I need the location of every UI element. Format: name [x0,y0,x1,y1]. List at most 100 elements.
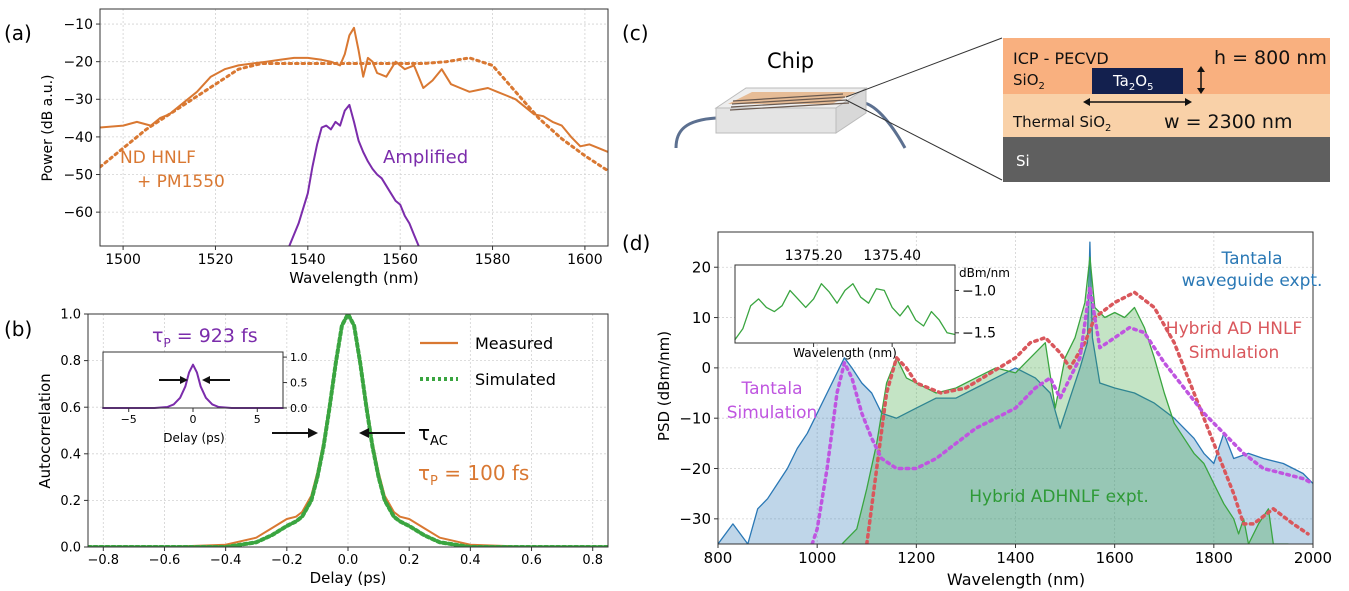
panel-a-grid [100,9,608,246]
tau-p-main-value: = 100 fs [438,461,529,485]
y-tick-label-1: 0.5 [290,376,308,389]
panel-a-nd-label-1: ND HNLF [120,148,196,168]
thermal-sio2-layer [1003,94,1330,137]
x-tick-label-3: 1400 [996,549,1034,567]
y-tick-label-0: 0.0 [60,541,81,556]
o-sub-5: 5 [1147,82,1153,93]
x-tick-label-1: 1375.40 [863,248,921,264]
y-tick-label-4: 10 [692,309,711,327]
y-tick-label-2: 0.4 [60,447,81,462]
height-label: h = 800 nm [1214,47,1327,69]
panel-c-label: (c) [622,21,649,45]
x-tick-label-2: 5 [254,413,261,426]
height-arrow-top [1197,66,1205,72]
tau-ac-label: τAC [418,421,448,449]
width-arrow-right [1185,98,1192,106]
x-tick-label-1: 0 [190,413,197,426]
sio2-label: SiO2 [1013,71,1045,92]
zoom-line-bottom [845,99,1003,181]
y-tick-label-0: −60 [63,205,93,221]
x-tick-label-5: 0.2 [399,553,420,568]
icp-pecvd-label: ICP - PECVD [1013,49,1109,68]
panel-b-inset-ticks: −5 0 5 0.0 0.5 1.0 [121,351,308,426]
tantala-sim-label-2: Simulation [727,403,818,423]
y-tick-label-1: −50 [63,167,93,183]
width-arrow-left [1083,98,1090,106]
chip-side-face [835,87,867,134]
inset-right-arrow-head [202,376,210,384]
chip-waveguide-1 [732,93,844,102]
x-tick-label-6: 0.4 [460,553,481,568]
x-tick-label-2: −0.4 [210,553,242,568]
panel-b: (b) −0.8 −0.6 −0.4 −0.2 0.0 0.2 0.4 0.6 0.8 0.0 0.… [4,308,609,587]
panel-d-inset-series [734,283,956,341]
x-tick-label-7: 0.6 [521,553,542,568]
tau-ac-sub: AC [430,434,448,449]
y-tick-label-3: −30 [63,92,93,108]
panel-c: (c) Chip ICP - PECVD SiO2 Ta2O5 h = 80 [622,21,1330,182]
right-arrow-head [359,428,369,438]
tau-p-inset-symbol: τ [152,325,163,347]
panel-d-inset-xlabel: Wavelength (nm) [793,346,897,360]
y-tick-label-4: 0.8 [60,354,81,369]
x-tick-label-4: 1600 [1096,549,1134,567]
panel-a-label: (a) [4,21,32,45]
height-arrow-bottom [1197,88,1205,94]
si-substrate-layer [1003,137,1330,182]
tau-p-main-sub: P [430,474,438,489]
panel-a-frame [99,8,609,247]
y-tick-label-2: −10 [679,409,711,427]
y-tick-label-0: −1.0 [962,283,996,299]
si-label: Si [1016,152,1030,170]
series-tantala-waveguide-expt [718,241,1313,544]
ta2o5-core [1092,68,1183,94]
x-tick-label-4: 1580 [475,252,511,268]
series-measured [88,314,608,547]
ta-text: Ta [1112,72,1129,90]
chip-label: Chip [767,49,814,73]
x-tick-label-6: 2000 [1294,549,1332,567]
zoom-line-top [845,37,1003,98]
tantala-sim-label-1: Tantala [741,379,803,399]
tau-ac-symbol: τ [418,421,430,445]
output-fiber [864,101,907,149]
sio2-text: SiO [1013,71,1039,89]
panel-b-inset-bg [103,352,283,408]
hybrid-expt-label: Hybrid ADHNLF expt. [969,487,1149,507]
legend-measured-label: Measured [475,334,553,353]
panel-b-ticks: −0.8 −0.6 −0.4 −0.2 0.0 0.2 0.4 0.6 0.8 0.0 0.2 0.4… [60,308,603,568]
area-tantala-waveguide-expt [718,242,1313,544]
panel-a-amplified-label: Amplified [383,147,468,168]
chip-waveguide-4 [729,102,850,111]
input-fiber [674,116,717,149]
y-tick-label-1: 0.2 [60,494,81,509]
y-tick-label-1: −1.5 [962,326,996,342]
hybrid-sim-label-2: Simulation [1189,343,1280,363]
tantala-expt-label-1: Tantala [1221,249,1283,269]
inset-left-arrow-head [180,376,188,384]
series-nd-hnlf-fit [100,56,608,173]
x-tick-label-3: 1560 [382,252,418,268]
tau-p-inset-value: = 923 fs [171,325,258,347]
x-tick-label-2: 1540 [290,252,326,268]
x-tick-label-5: 1800 [1195,549,1233,567]
x-tick-label-8: 0.8 [582,553,603,568]
panel-d-inset-frame [734,264,956,344]
thermal-sio2-label: Thermal SiO2 [1012,113,1111,134]
chip-waveguide-2 [731,96,846,105]
panel-b-inset: −5 0 5 0.0 0.5 1.0 Delay (ps) τP = 923 fs [102,325,308,445]
tantala-expt-label-2: waveguide expt. [1182,271,1323,291]
x-tick-label-2: 1200 [897,549,935,567]
chip-waveguide-3 [730,99,848,108]
y-tick-label-0: 0.0 [290,402,308,415]
thermal-sub: 2 [1105,123,1111,134]
panel-b-arrows [272,428,405,438]
y-tick-label-5: −10 [63,17,93,33]
width-label: w = 2300 nm [1164,111,1292,133]
x-tick-label-0: 800 [704,549,733,567]
x-tick-label-0: −5 [121,413,137,426]
y-tick-label-0: −30 [679,510,711,528]
panel-a-series [100,26,608,246]
panel-d-label: (d) [622,231,650,255]
series-nd-hnlf-pm1550 [100,26,608,153]
